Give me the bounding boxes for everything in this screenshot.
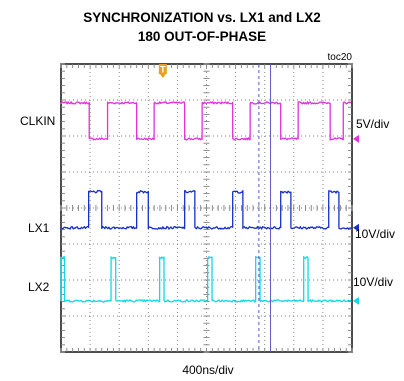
figure-id: toc20 xyxy=(328,52,353,63)
channel-marker-lx1 xyxy=(353,223,359,232)
scale-lx1: 10V/div xyxy=(355,227,395,241)
trace-lx1 xyxy=(60,189,352,230)
channel-marker-lx2 xyxy=(353,296,359,305)
scale-clkin: 5V/div xyxy=(356,117,389,131)
scope-grid xyxy=(60,63,353,353)
scope-markers: T xyxy=(158,64,167,78)
trigger-marker xyxy=(158,64,167,74)
scale-lx2: 10V/div xyxy=(353,275,393,289)
scope-traces xyxy=(60,101,359,305)
chart-title: SYNCHRONIZATION vs. LX1 and LX2 xyxy=(83,10,321,25)
label-lx1: LX1 xyxy=(28,221,50,235)
x-axis-label: 400ns/div xyxy=(182,363,233,377)
label-lx2: LX2 xyxy=(28,280,50,294)
trace-lx2 xyxy=(60,256,352,303)
scope-cursors xyxy=(258,64,272,352)
trigger-marker-label: T xyxy=(160,65,166,75)
trigger-marker-arrow xyxy=(159,74,166,78)
trace-clkin xyxy=(60,101,352,141)
channel-marker-clkin xyxy=(353,134,359,143)
label-clkin: CLKIN xyxy=(20,114,55,128)
chart-subtitle: 180 OUT-OF-PHASE xyxy=(138,29,266,44)
